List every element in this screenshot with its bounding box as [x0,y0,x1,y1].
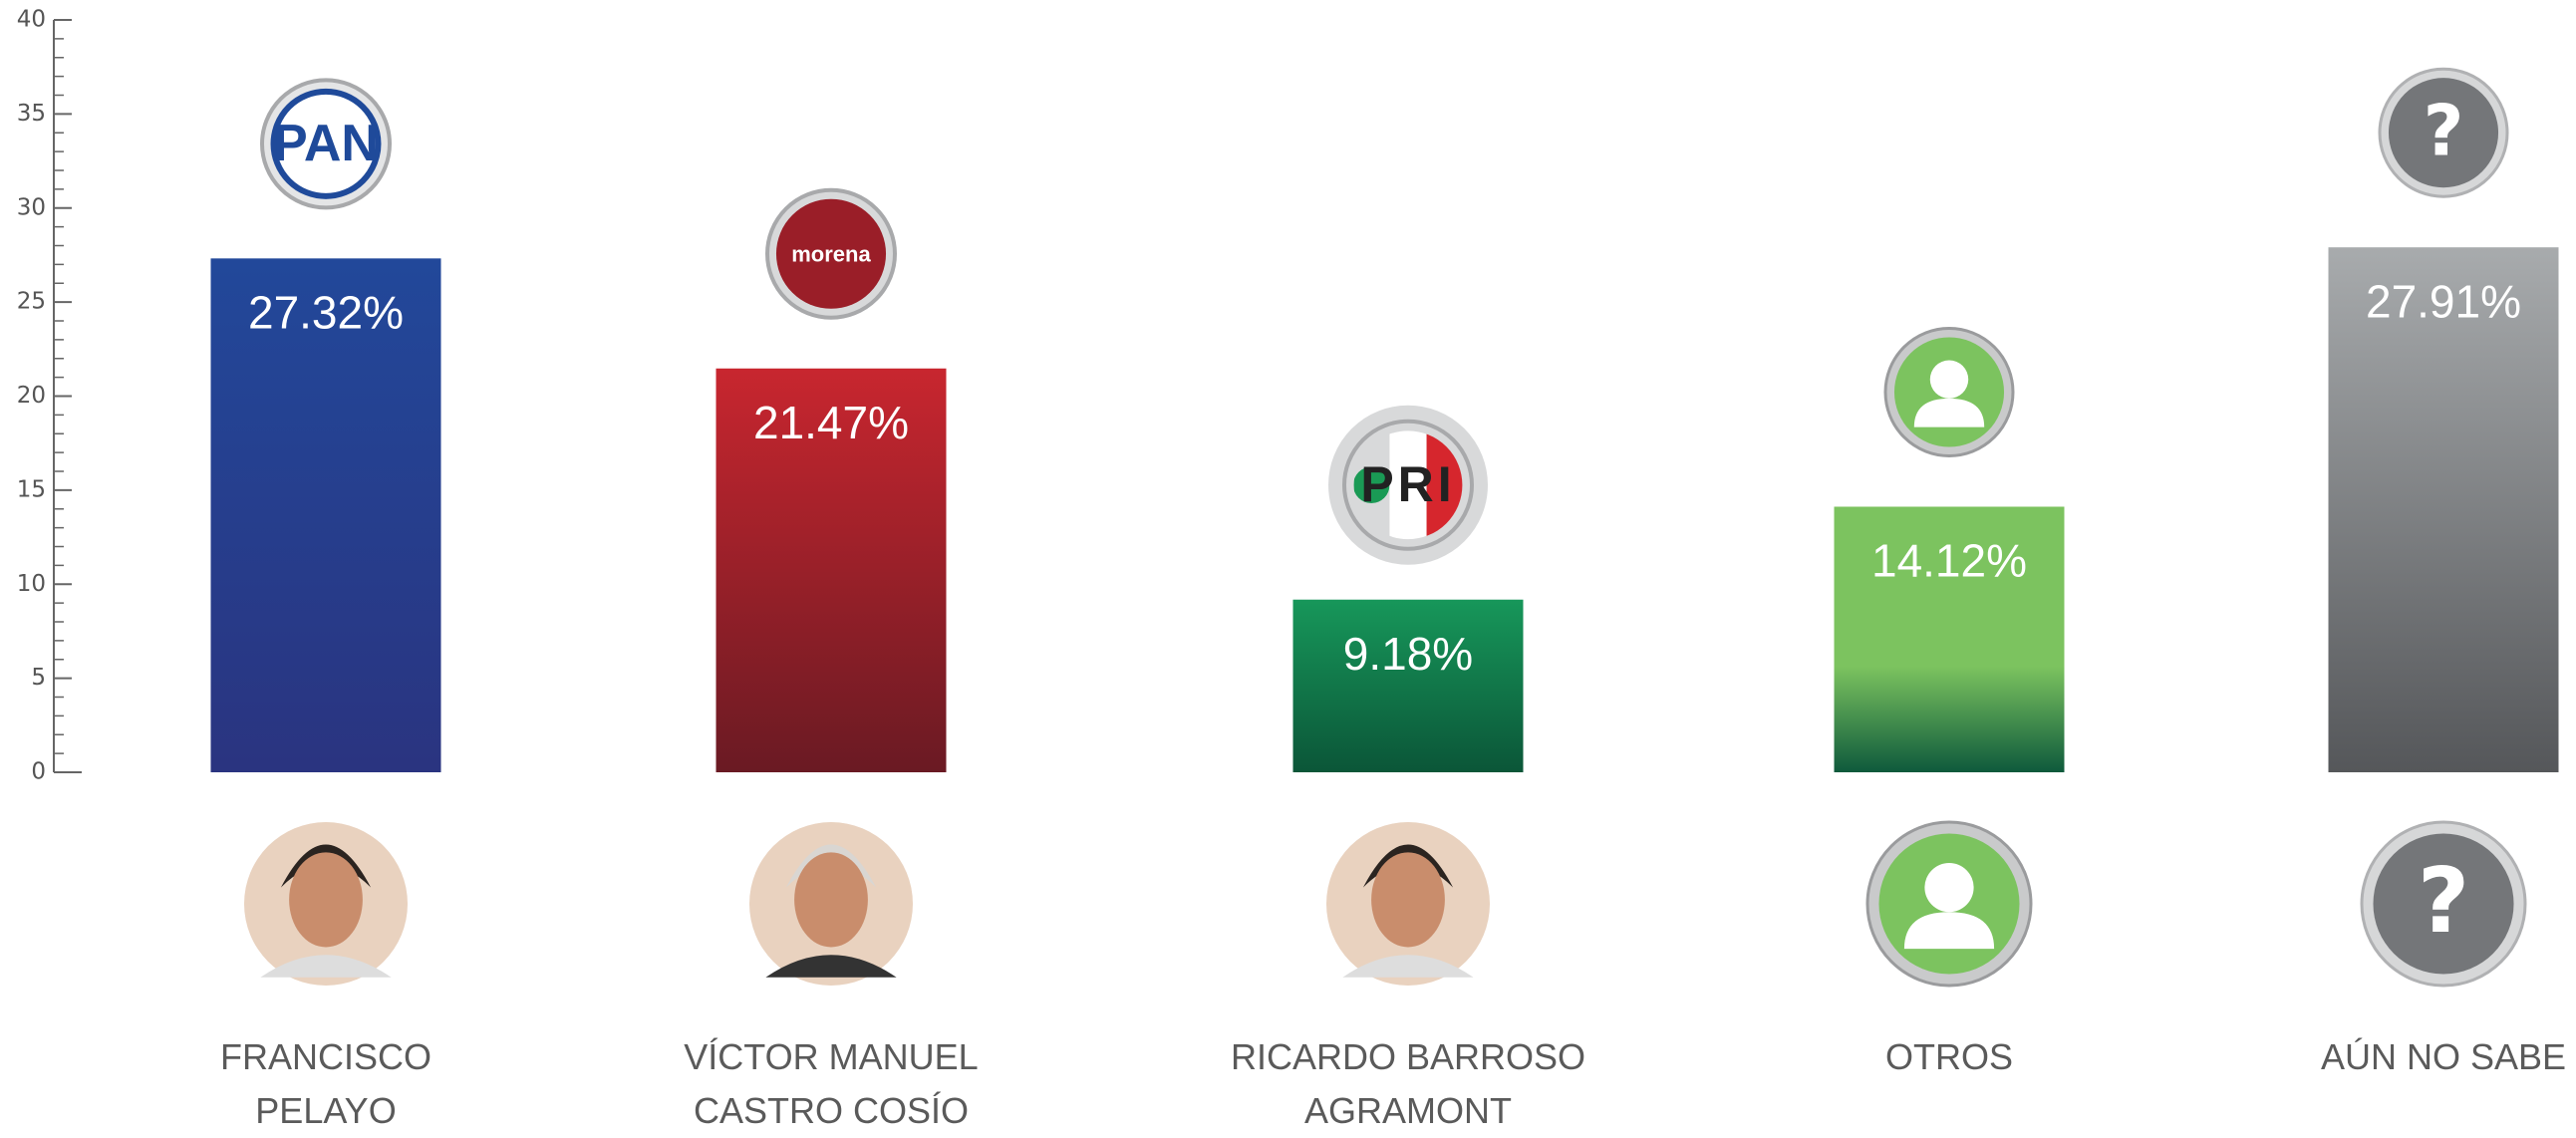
portrait-face [794,852,868,947]
portrait-text: ? [2418,849,2469,954]
category-label: AÚN NO SABE [2234,1030,2576,1084]
bar [1293,600,1524,772]
y-tick-label: 30 [17,194,46,220]
category-label: OTROS [1740,1030,2158,1084]
y-tick-label: 5 [31,665,46,691]
value-label: 14.12% [1871,535,2027,587]
logo-text: ? [2424,91,2464,172]
y-tick-label: 25 [17,289,46,315]
logo-head [1930,360,1968,398]
value-label: 9.18% [1343,628,1473,680]
y-tick-label: 10 [17,571,46,597]
y-tick-label: 35 [17,101,46,127]
chart: 0 5 10 15 20 25 30 35 40 27.32% PAN 21.47% morena 9.1… [0,0,2576,1128]
value-label: 27.91% [2366,275,2521,327]
portrait-head [1924,863,1973,912]
logo-text: PAN [273,115,379,172]
y-tick-label: 20 [17,383,46,409]
value-label: 21.47% [753,397,909,448]
category-label: FRANCISCO PELAYO [117,1030,535,1138]
value-label: 27.32% [248,286,404,338]
category-label: RICARDO BARROSO AGRAMONT [1199,1030,1617,1138]
logo-text: morena [791,242,871,267]
y-tick-label: 0 [31,759,46,785]
logo-text: PRI [1360,456,1455,512]
portrait-face [289,852,363,947]
page: 0 5 10 15 20 25 30 35 40 27.32% PAN 21.47% morena 9.1… [0,0,2576,1128]
y-tick-label: 40 [17,7,46,33]
portrait-face [1371,852,1445,947]
category-label: VÍCTOR MANUEL CASTRO COSÍO [622,1030,1040,1138]
y-tick-label: 15 [17,476,46,502]
